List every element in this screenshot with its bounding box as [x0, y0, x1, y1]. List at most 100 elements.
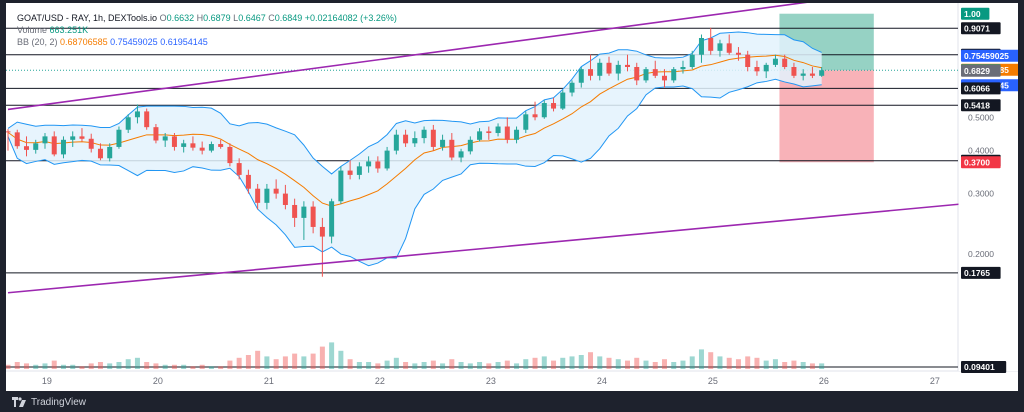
candle-body [338, 170, 344, 202]
candle-body [504, 126, 510, 140]
candle-body [329, 201, 335, 237]
volume-label[interactable]: Volume [17, 25, 48, 35]
candle [735, 47, 741, 61]
footer-bar: TradingView [6, 392, 1018, 412]
high-label: H [196, 13, 204, 23]
candle-body [227, 146, 233, 164]
candle-body [680, 67, 686, 70]
price-tag-label: 0.5418 [964, 100, 990, 110]
candle [255, 183, 261, 210]
candle [467, 136, 473, 155]
candle-body [606, 62, 612, 74]
bb-label[interactable]: BB (20, 2) [17, 37, 58, 47]
volume-bar [375, 363, 381, 369]
candle-body [652, 69, 658, 76]
volume-bar [412, 363, 418, 369]
price-tag-1 [961, 22, 1001, 35]
candle-body [97, 148, 103, 159]
candle-body [144, 111, 150, 128]
price-tag-13 [961, 360, 1007, 373]
price-tag-3 [961, 49, 1023, 62]
time-tick-label: 25 [708, 376, 718, 386]
volume-bar [310, 353, 316, 369]
volume-bar [569, 356, 575, 369]
candle [190, 136, 196, 151]
bb-upper-line [7, 31, 822, 175]
volume-bar [51, 360, 57, 369]
candle-body [208, 144, 214, 151]
candle [42, 133, 48, 149]
candle [551, 97, 557, 112]
candle-body [477, 131, 483, 140]
symbol-label[interactable]: GOAT/USD - RAY, 1h, DEXTools.io [17, 13, 158, 23]
candle-body [171, 136, 177, 147]
volume-bar [70, 364, 76, 369]
time-tick-label: 19 [42, 376, 52, 386]
volume-bar [597, 356, 603, 369]
volume-bar [809, 363, 815, 369]
volume-bar [162, 364, 168, 369]
time-tick-label: 26 [819, 376, 829, 386]
volume-bar [532, 357, 538, 369]
candle-body [264, 188, 270, 203]
volume-bar [403, 362, 409, 369]
price-tag-11 [961, 156, 1001, 169]
candle [264, 183, 270, 210]
candle-body [273, 188, 279, 194]
volume-bar [42, 363, 48, 369]
candle-body [782, 58, 788, 68]
volume-bar [504, 360, 510, 369]
volume-bar [79, 366, 85, 369]
trendline-0 [7, 1, 808, 111]
volume-bar [319, 346, 325, 369]
candle-body [541, 103, 547, 118]
candle-body [162, 136, 168, 141]
change-value: +0.02164082 (+3.26%) [304, 13, 397, 23]
candle-body [421, 129, 427, 139]
volume-bar [181, 364, 187, 369]
candle-body [5, 131, 11, 133]
candle-body [319, 226, 325, 237]
volume-bar [5, 364, 11, 369]
close-label: C [268, 13, 275, 23]
candle [680, 60, 686, 74]
candle-body [125, 117, 131, 130]
legend-row-symbol: GOAT/USD - RAY, 1h, DEXTools.io O0.6632 … [17, 12, 397, 24]
candle [236, 158, 242, 180]
candle [97, 143, 103, 161]
price-tag-label: 0.6829 [964, 66, 990, 76]
candle-body [412, 138, 418, 144]
candle-body [615, 64, 621, 74]
candle [726, 34, 732, 55]
volume-bar [107, 363, 113, 369]
candle-body [708, 37, 714, 51]
volume-bar [292, 353, 298, 369]
candle [615, 60, 621, 81]
price-tick-label: 0.2000 [968, 249, 994, 259]
volume-bar [356, 362, 362, 369]
volume-bar [458, 362, 464, 369]
low-value: 0.6467 [238, 13, 266, 23]
volume-bar [153, 363, 159, 369]
bb-mid-value: 0.68706585 [60, 37, 108, 47]
volume-bar [125, 359, 131, 369]
price-tag-label: 0.6066 [964, 84, 990, 94]
tradingview-logo[interactable]: TradingView [12, 397, 86, 408]
volume-bar [763, 360, 769, 369]
candle-body [440, 139, 446, 147]
chart-area[interactable]: 0.50000.40000.30000.20001.000.90710.7598… [5, 1, 1023, 392]
price-tick-label: 0.4000 [968, 146, 994, 156]
candle-body [199, 147, 205, 151]
price-chart[interactable]: 0.50000.40000.30000.20001.000.90710.7598… [5, 1, 1023, 392]
volume-bar [671, 362, 677, 369]
price-tag-label: 0.9071 [964, 23, 990, 33]
time-tick-label: 21 [264, 376, 274, 386]
candle-body [79, 136, 85, 139]
volume-bar [782, 362, 788, 369]
volume-bar [329, 342, 335, 369]
volume-bar [264, 356, 270, 369]
price-tag-12 [961, 266, 1001, 279]
candle [366, 156, 372, 173]
candle-body [190, 143, 196, 148]
volume-value: 663.251K [49, 25, 89, 35]
